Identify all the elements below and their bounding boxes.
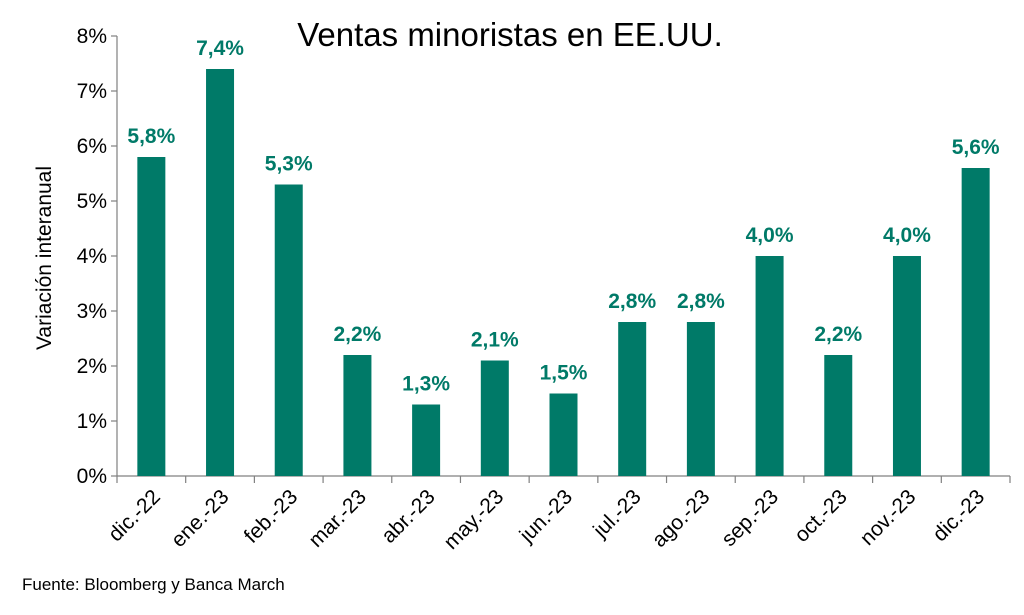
bar: [137, 157, 166, 476]
data-label: 2,8%: [677, 290, 725, 313]
bar: [274, 184, 303, 476]
x-tick-label: may.-23: [440, 485, 509, 554]
data-label: 5,8%: [127, 125, 175, 148]
x-tick-label: nov.-23: [856, 485, 921, 550]
x-tick-label: abr.-23: [377, 485, 440, 548]
x-tick-label: ago.-23: [648, 485, 715, 552]
x-tick-label: feb.-23: [240, 485, 303, 548]
y-tick-label: 2%: [77, 355, 107, 378]
data-label: 5,6%: [952, 136, 1000, 159]
data-label: 2,2%: [333, 323, 381, 346]
x-tick-label: dic.-22: [104, 485, 165, 546]
x-tick-label: sep.-23: [717, 485, 783, 551]
bar: [343, 355, 372, 476]
data-label: 1,3%: [402, 373, 450, 396]
x-tick-label: dic.-23: [928, 485, 989, 546]
x-tick-label: oct.-23: [790, 485, 852, 547]
x-tick-label: jul.-23: [588, 485, 645, 542]
bar: [618, 322, 647, 476]
data-label: 2,1%: [471, 329, 519, 352]
bar: [412, 404, 441, 476]
x-tick-label: ene.-23: [167, 485, 234, 552]
bar: [892, 256, 921, 476]
data-label: 2,2%: [814, 323, 862, 346]
y-tick-label: 4%: [77, 245, 107, 268]
data-label: 5,3%: [265, 153, 313, 176]
y-tick-label: 0%: [77, 465, 107, 488]
data-label: 1,5%: [540, 362, 588, 385]
data-label: 2,8%: [608, 290, 656, 313]
data-label: 4,0%: [883, 224, 931, 247]
y-tick-label: 6%: [77, 135, 107, 158]
bar: [755, 256, 784, 476]
chart-title: Ventas minoristas en EE.UU.: [297, 16, 723, 53]
y-tick-label: 7%: [77, 80, 107, 103]
bar: [549, 393, 578, 476]
bar: [824, 355, 853, 476]
bar: [206, 69, 235, 476]
data-label: 7,4%: [196, 37, 244, 60]
y-tick-label: 3%: [77, 300, 107, 323]
x-tick-label: jun.-23: [515, 485, 577, 547]
y-tick-label: 8%: [77, 25, 107, 48]
y-tick-label: 1%: [77, 410, 107, 433]
bar: [961, 168, 990, 476]
bar: [480, 360, 509, 476]
x-tick-label: mar.-23: [304, 485, 371, 552]
bar: [686, 322, 715, 476]
source-note: Fuente: Bloomberg y Banca March: [22, 575, 285, 594]
data-label: 4,0%: [746, 224, 794, 247]
y-tick-label: 5%: [77, 190, 107, 213]
